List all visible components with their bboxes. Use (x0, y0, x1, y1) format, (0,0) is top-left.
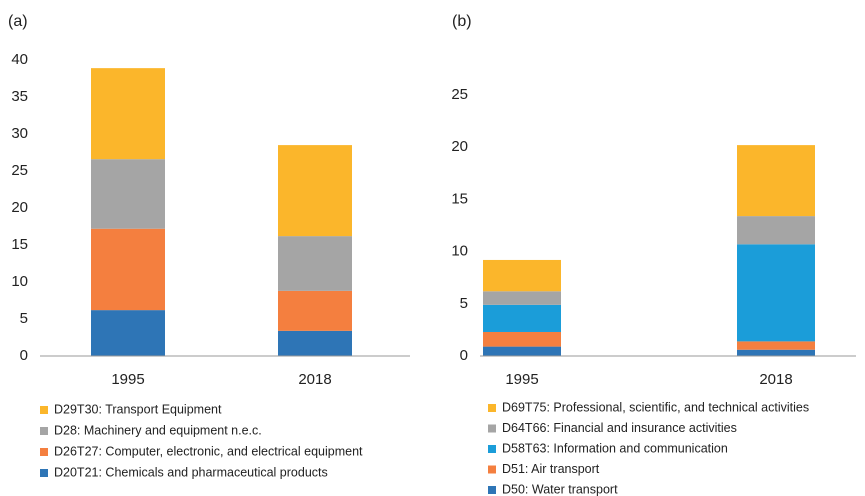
legend-swatch (40, 469, 48, 477)
y-tick-label: 10 (451, 243, 468, 260)
bar-segment (483, 331, 561, 347)
y-tick-label: 15 (451, 190, 468, 207)
y-tick-label: 30 (11, 125, 28, 142)
y-tick-label: 20 (11, 199, 28, 216)
legend-label: D20T21: Chemicals and pharmaceutical pro… (54, 465, 328, 479)
legend-label: D69T75: Professional, scientific, and te… (502, 400, 809, 414)
panel-title: (a) (8, 13, 28, 30)
bar-segment (483, 259, 561, 292)
legend-swatch (40, 448, 48, 456)
bar-segment (737, 244, 815, 342)
bar-segment (91, 159, 165, 229)
x-tick-label: 1995 (505, 371, 538, 388)
y-tick-label: 40 (11, 51, 28, 68)
bar-segment (737, 216, 815, 245)
bar-segment (278, 290, 352, 331)
bar-segment (278, 330, 352, 356)
legend-swatch (488, 445, 496, 453)
bar-segment (91, 68, 165, 160)
y-tick-label: 0 (460, 347, 468, 364)
bar-segment (278, 145, 352, 237)
bar-segment (737, 349, 815, 356)
bar-segment (278, 236, 352, 291)
legend-label: D64T66: Financial and insurance activiti… (502, 421, 737, 435)
bar-segment (737, 145, 815, 217)
y-tick-label: 25 (11, 162, 28, 179)
y-tick-label: 5 (20, 310, 28, 327)
y-tick-label: 25 (451, 86, 468, 103)
panel-title: (b) (452, 13, 472, 30)
legend-swatch (40, 427, 48, 435)
y-tick-label: 5 (460, 295, 468, 312)
legend-label: D26T27: Computer, electronic, and electr… (54, 444, 363, 458)
y-tick-label: 35 (11, 88, 28, 105)
legend-label: D29T30: Transport Equipment (54, 402, 222, 416)
x-tick-label: 2018 (298, 371, 331, 388)
bar-segment (483, 291, 561, 305)
legend-label: D50: Water transport (502, 482, 618, 496)
bar-segment (737, 341, 815, 350)
legend-swatch (488, 465, 496, 474)
y-tick-label: 10 (11, 273, 28, 290)
y-tick-label: 15 (11, 236, 28, 253)
legend-label: D28: Machinery and equipment n.e.c. (54, 423, 262, 437)
y-tick-label: 0 (20, 347, 28, 364)
x-tick-label: 1995 (111, 371, 144, 388)
bar-segment (483, 304, 561, 332)
legend-swatch (488, 424, 496, 433)
bar-segment (483, 346, 561, 356)
bar-segment (91, 310, 165, 356)
bar-segment (91, 228, 165, 311)
legend-label: D58T63: Information and communication (502, 441, 728, 455)
legend-label: D51: Air transport (502, 462, 600, 476)
legend-swatch (40, 406, 48, 414)
x-tick-label: 2018 (759, 371, 792, 388)
legend-swatch (488, 404, 496, 412)
y-tick-label: 20 (451, 138, 468, 155)
legend-swatch (488, 486, 496, 494)
